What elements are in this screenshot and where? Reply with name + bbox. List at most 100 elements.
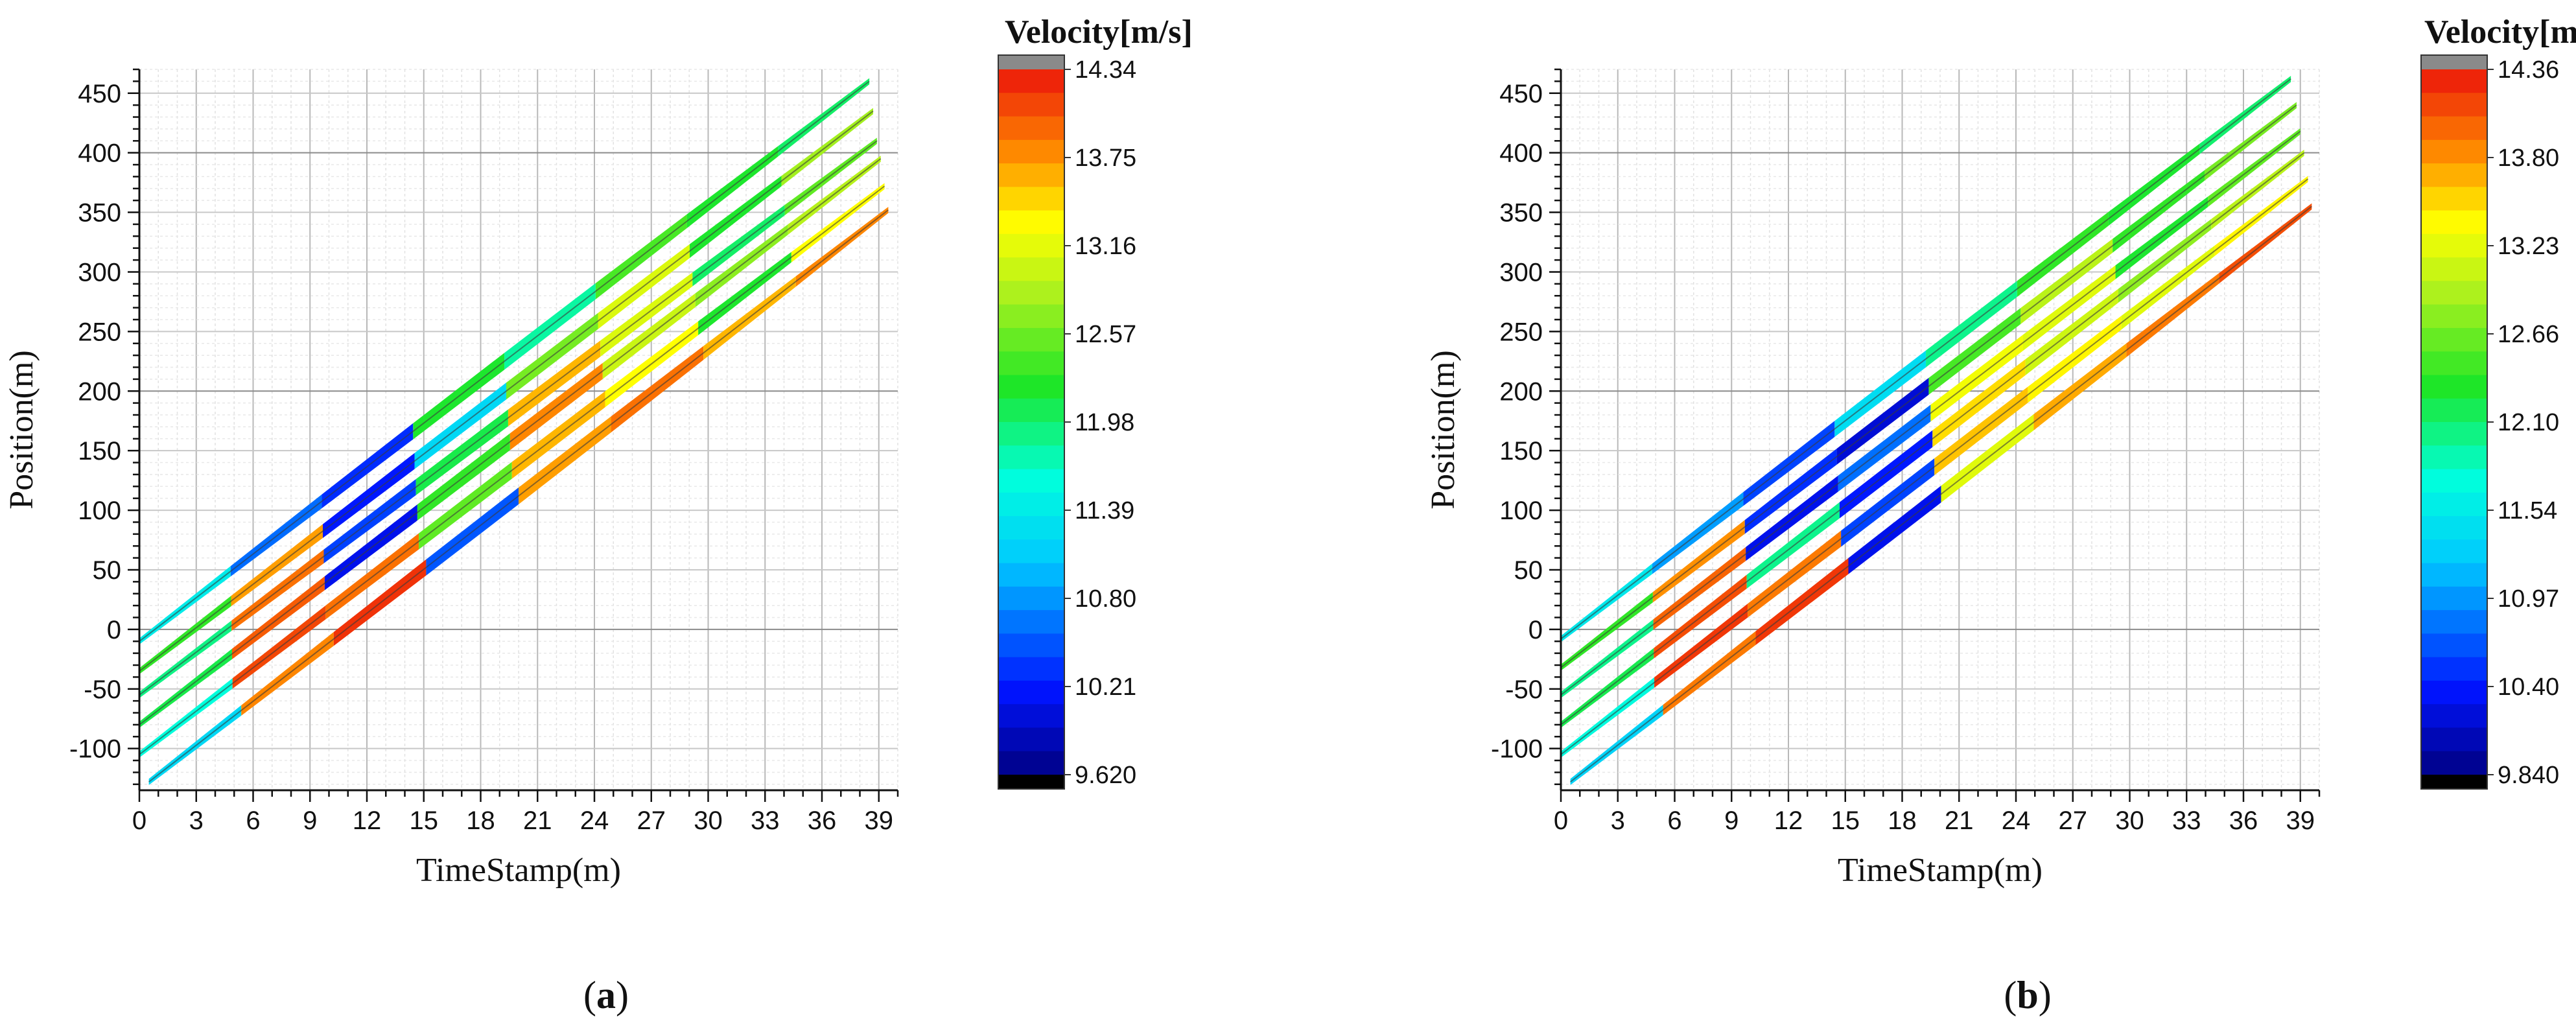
colorbar-swatch <box>2421 563 2487 587</box>
y-tick-label: 450 <box>78 80 121 108</box>
trajectory-line <box>1570 206 2312 782</box>
band-segment <box>231 576 325 659</box>
x-tick-label: 15 <box>410 806 439 835</box>
band-segment <box>231 549 324 631</box>
x-tick-label: 3 <box>1611 806 1625 835</box>
colorbar-tick-label: 10.97 <box>2498 585 2559 613</box>
y-tick-label: 50 <box>1514 556 1543 585</box>
band-segment <box>2211 149 2304 229</box>
colorbar-tick-label: 12.10 <box>2498 409 2559 436</box>
band-segment <box>2118 218 2212 303</box>
colorbar-swatch <box>998 633 1064 658</box>
colorbar-title: Velocity[m/s2] <box>2424 11 2576 51</box>
colorbar-tick-label: 10.80 <box>1075 585 1136 613</box>
trajectory-line <box>139 110 874 672</box>
trajectory-bands <box>139 78 889 785</box>
trajectory-band <box>139 156 882 728</box>
trajectory-line <box>148 209 889 782</box>
y-tick-label: 0 <box>107 616 121 644</box>
x-tick-label: 36 <box>808 806 837 835</box>
colorbar-swatch <box>998 422 1064 446</box>
colorbar-swatch <box>998 704 1064 729</box>
colorbar-swatch <box>998 727 1064 752</box>
colorbar-underflow-cap <box>2421 775 2487 789</box>
colorbar-swatch <box>998 492 1064 517</box>
y-tick-label: 300 <box>1499 258 1543 287</box>
band-segment <box>1652 520 1745 603</box>
x-tick-label: 30 <box>694 806 723 835</box>
x-tick-label: 9 <box>1724 806 1739 835</box>
colorbar-swatch <box>2421 304 2487 329</box>
x-tick-label: 33 <box>751 806 780 835</box>
y-tick-label: 250 <box>1499 318 1543 346</box>
colorbar-swatch <box>998 210 1064 235</box>
y-tick-label: 450 <box>1499 80 1543 108</box>
colorbar-tick-label: 12.66 <box>2498 321 2559 348</box>
x-tick-label: 0 <box>132 806 146 835</box>
colorbar-swatch <box>998 139 1064 164</box>
band-segment <box>139 648 232 728</box>
x-tick-label: 27 <box>637 806 666 835</box>
colorbar-swatch <box>998 281 1064 305</box>
y-tick-label: -50 <box>1505 676 1543 704</box>
colorbar-swatch <box>2421 704 2487 729</box>
band-segment <box>2121 246 2215 330</box>
x-tick-label: 39 <box>2286 806 2315 835</box>
colorbar-swatch <box>998 327 1064 352</box>
chart-panel-b: 0 3 6 9 12 15 18 21 24 27 30 33 36 39-100-50050100150… <box>1425 11 2576 1016</box>
trajectory-line <box>1561 78 2291 640</box>
band-segment <box>1561 619 1654 698</box>
colorbar-swatch <box>998 351 1064 376</box>
y-tick-label: 0 <box>1528 616 1543 644</box>
colorbar-tick-label: 9.620 <box>1075 762 1136 789</box>
band-segment <box>1561 563 1652 642</box>
trajectory-band <box>148 207 889 785</box>
band-segment <box>2108 143 2200 226</box>
x-tick-label: 21 <box>1945 806 1974 835</box>
colorbar-tick-label: 14.36 <box>2498 56 2559 84</box>
x-tick-label: 36 <box>2229 806 2258 835</box>
colorbar-swatch <box>998 69 1064 93</box>
x-tick-label: 6 <box>246 806 260 835</box>
colorbar-tick-label: 14.34 <box>1075 56 1136 84</box>
x-tick-label: 12 <box>1774 806 1803 835</box>
x-tick-label: 30 <box>2115 806 2144 835</box>
band-segment <box>139 566 231 644</box>
colorbar-swatch <box>998 516 1064 540</box>
trajectory-line <box>1561 104 2297 668</box>
colorbar-swatch <box>998 680 1064 705</box>
colorbar-swatch <box>998 163 1064 187</box>
trajectory-line <box>139 80 870 642</box>
x-tick-label: 18 <box>466 806 495 835</box>
colorbar-swatch <box>998 751 1064 775</box>
y-tick-label: 100 <box>78 497 121 525</box>
colorbar-swatch <box>2421 257 2487 281</box>
trajectory-band <box>1561 128 2301 698</box>
y-axis-title: Position(m) <box>1425 350 1462 510</box>
colorbar-swatch <box>2421 351 2487 376</box>
colorbar-tick-label: 13.16 <box>1075 233 1136 260</box>
band-segment <box>1663 631 1756 716</box>
x-tick-label: 27 <box>2059 806 2088 835</box>
band-segment <box>1652 491 1744 574</box>
y-tick-label: 200 <box>78 377 121 406</box>
colorbar-title: Velocity[m/s] <box>1005 14 1193 51</box>
trajectory-band <box>1561 102 2297 671</box>
colorbar-swatch <box>2421 233 2487 258</box>
colorbar-swatch <box>2421 469 2487 493</box>
colorbar-swatch <box>2421 281 2487 305</box>
y-tick-label: 200 <box>1499 377 1543 406</box>
colorbar-swatch <box>2421 445 2487 470</box>
band-segment <box>703 276 796 360</box>
band-segment <box>788 156 881 235</box>
band-segment <box>2199 75 2291 154</box>
colorbar-swatch <box>998 586 1064 611</box>
band-segment <box>232 605 326 689</box>
colorbar-swatch <box>2421 327 2487 352</box>
y-tick-label: -100 <box>1491 735 1543 764</box>
band-segment <box>689 176 782 258</box>
trajectory-band <box>139 137 878 698</box>
trajectory-line <box>1561 130 2301 696</box>
colorbar-swatch <box>2421 210 2487 235</box>
x-tick-label: 0 <box>1554 806 1568 835</box>
